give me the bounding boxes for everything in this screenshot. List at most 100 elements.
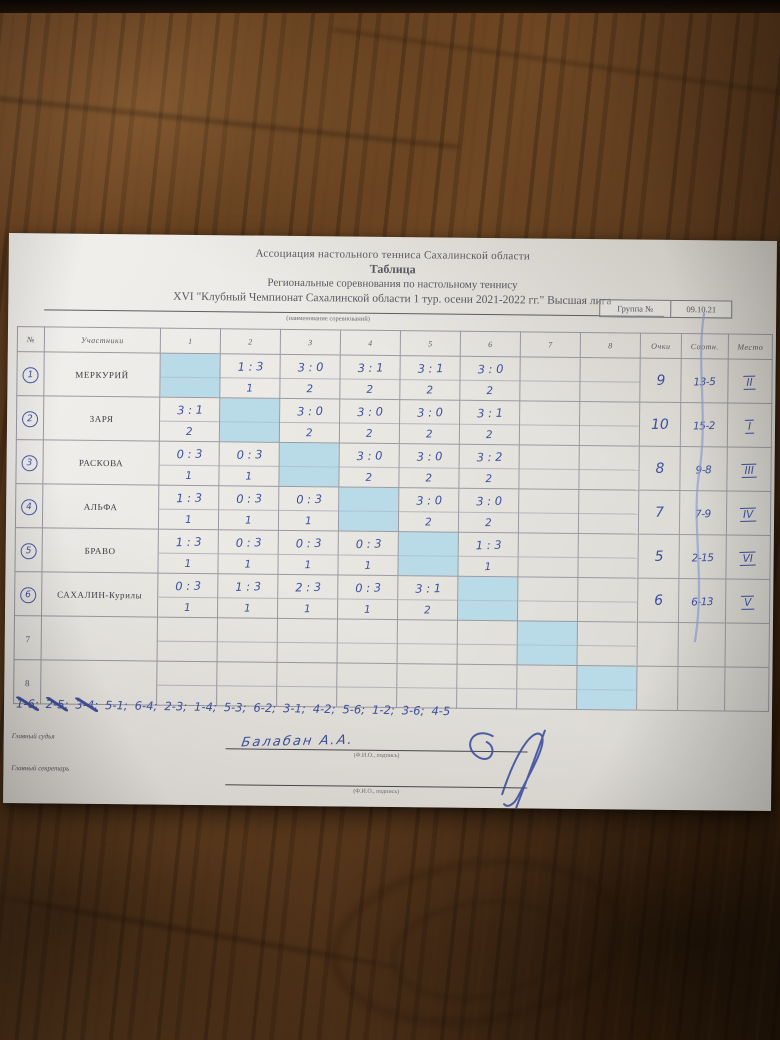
match-cell: 0 : 3 1: [218, 485, 279, 531]
match-points-half: [578, 646, 637, 666]
match-points: 1: [246, 381, 254, 395]
match-cell: [576, 665, 638, 711]
match-cell: [518, 444, 580, 490]
schedule-pair: 3-6;: [401, 703, 425, 718]
match-score-half: [517, 621, 577, 646]
games-ratio-cell: 13-5: [680, 358, 729, 404]
match-points-half: 1: [278, 599, 337, 619]
match-score-half: [337, 619, 397, 645]
match-points: 2: [365, 471, 373, 484]
match-points-half: 1: [220, 378, 279, 398]
match-cell: 0 : 3 1: [337, 574, 398, 620]
match-points-half: 1: [219, 510, 278, 530]
match-score-half: 3 : 0: [400, 400, 460, 425]
match-points-half: 2: [340, 379, 399, 399]
column-header: Участники: [44, 326, 161, 354]
match-cell: [397, 531, 459, 577]
match-cell: 2 : 3 1: [277, 574, 338, 619]
match-score-half: [277, 618, 337, 644]
match-score-half: 0 : 3: [279, 486, 339, 512]
match-score-half: 0 : 3: [338, 531, 398, 557]
points-total: 8: [654, 460, 665, 477]
match-points-half: [458, 601, 517, 621]
match-cell: 0 : 3 1: [277, 530, 339, 575]
match-points: 2: [485, 428, 493, 441]
points-total-cell: 10: [639, 402, 681, 447]
match-score-half: 0 : 3: [219, 486, 279, 511]
schedule-pair: 1-2;: [371, 702, 395, 718]
match-points-half: 1: [158, 554, 217, 574]
match-score-half: 3 : 0: [460, 356, 520, 382]
row-number-cell: 4: [15, 483, 43, 528]
match-score-half: [520, 357, 580, 382]
place-cell: VI: [725, 535, 771, 580]
match-points: 1: [364, 603, 372, 616]
column-header: Соотн.: [681, 333, 729, 360]
match-score: 1 : 3: [475, 537, 502, 552]
match-cell: [579, 401, 640, 447]
match-score: 0 : 3: [174, 578, 201, 593]
match-score-half: [457, 620, 517, 646]
points-total-cell: [636, 666, 679, 711]
match-score: 1 : 3: [237, 358, 264, 374]
match-points: 1: [185, 469, 193, 482]
place-cell: [724, 667, 769, 712]
match-points: 1: [184, 601, 192, 614]
match-points: 2: [366, 383, 374, 396]
match-cell: 3 : 0 2: [458, 488, 519, 533]
match-points: 1: [185, 513, 193, 526]
match-score-half: 3 : 0: [340, 399, 400, 425]
match-points-half: [218, 642, 277, 662]
schedule-pair: 3-4;: [75, 697, 99, 712]
match-points: 2: [485, 516, 492, 529]
match-cell: 1 : 3 1: [217, 573, 278, 619]
match-score-half: 3 : 0: [459, 488, 519, 514]
match-points: 2: [185, 425, 193, 438]
games-ratio-cell: [678, 622, 726, 668]
match-score-half: [580, 357, 640, 383]
schedule-pair: 5-3;: [223, 700, 247, 715]
match-cell: [457, 620, 518, 665]
match-score-half: [578, 533, 638, 559]
match-score: 0 : 3: [235, 490, 262, 506]
match-cell: 1 : 3 1: [457, 532, 519, 577]
judge-signature-caption: (Ф.И.О., подпись): [353, 752, 400, 760]
match-points-half: [579, 514, 638, 534]
match-cell: 3 : 1 2: [399, 355, 461, 401]
column-header: 5: [400, 330, 461, 357]
circled-row-number: 3: [21, 455, 38, 472]
match-score-half: 1 : 3: [458, 532, 518, 558]
match-cell: [518, 488, 579, 534]
match-points: 1: [245, 513, 253, 527]
match-cell: [577, 621, 638, 667]
match-score-half: [517, 665, 577, 690]
match-score-half: [457, 664, 517, 690]
games-ratio: 7-9: [695, 507, 712, 520]
participant-name-cell: АЛЬФА: [42, 483, 159, 530]
match-cell: 3 : 1 2: [397, 575, 458, 621]
schedule-pair: 6-4;: [134, 698, 158, 713]
match-points-half: [580, 382, 639, 402]
match-cell: 3 : 0 2: [279, 398, 340, 443]
points-total-cell: 7: [638, 490, 680, 535]
match-score-half: 0 : 3: [159, 441, 219, 467]
match-points: 2: [486, 384, 494, 397]
match-score-half: [160, 353, 220, 379]
match-cell: 1 : 3 1: [158, 485, 219, 530]
match-score: 0 : 3: [176, 446, 203, 461]
match-points: 1: [304, 558, 312, 571]
match-score-half: 0 : 3: [219, 442, 279, 467]
match-score-half: 3 : 1: [398, 576, 458, 601]
place-cell: [724, 623, 770, 668]
paper-sheet: Ассоциация настольного тенниса Сахалинск…: [3, 232, 777, 812]
match-score: 3 : 1: [357, 359, 384, 375]
secretary-signature-caption: (Ф.И.О., подпись): [353, 788, 400, 796]
match-score-half: [220, 398, 280, 423]
match-points-half: 2: [460, 425, 519, 445]
match-points-half: [458, 645, 517, 665]
match-score-half: [519, 445, 579, 470]
match-cell: [278, 442, 340, 487]
